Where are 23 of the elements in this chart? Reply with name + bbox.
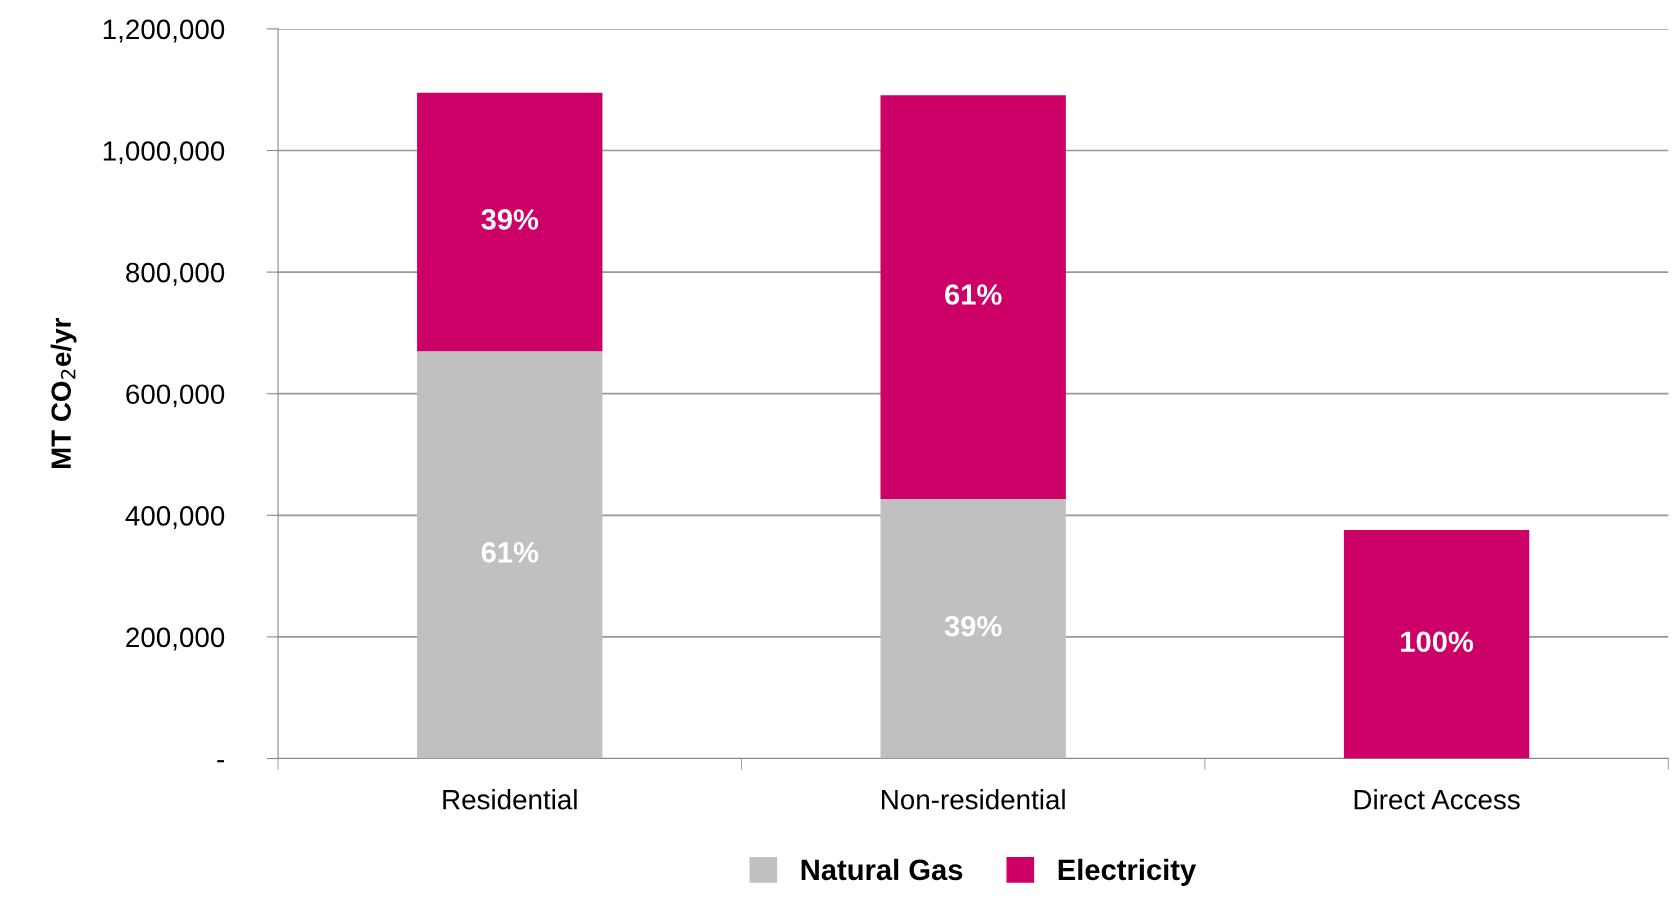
y-axis-title: MT CO$_{2}$e/yr: [50, 318, 77, 469]
x-tick-label: Residential: [443, 789, 577, 810]
y-tick-label: 1,200,000: [103, 19, 225, 43]
bar: [880, 95, 1066, 499]
annotation: 39%: [944, 615, 1002, 637]
annotation: 61%: [481, 542, 539, 563]
x-tick-label: Non-residential: [882, 789, 1065, 810]
legend-label: Natural Gas: [801, 858, 963, 881]
legend-label: Electricity: [1058, 858, 1197, 886]
bar: [417, 351, 603, 759]
bar: [880, 498, 1066, 759]
annotation: 39%: [481, 209, 539, 230]
y-tick-label: 800,000: [126, 262, 225, 286]
y-tick-label: 1,000,000: [103, 141, 225, 165]
annotation: 100%: [1401, 631, 1474, 653]
bar: [417, 92, 603, 352]
y-tick-label: 600,000: [126, 384, 225, 408]
y-tick-label: -: [217, 760, 225, 763]
y-tick-label: 400,000: [125, 505, 225, 529]
x-tick-label: Direct Access: [1354, 789, 1520, 810]
annotation: 61%: [945, 284, 1002, 305]
y-tick-label: 200,000: [126, 627, 225, 651]
bar: [1343, 529, 1530, 759]
